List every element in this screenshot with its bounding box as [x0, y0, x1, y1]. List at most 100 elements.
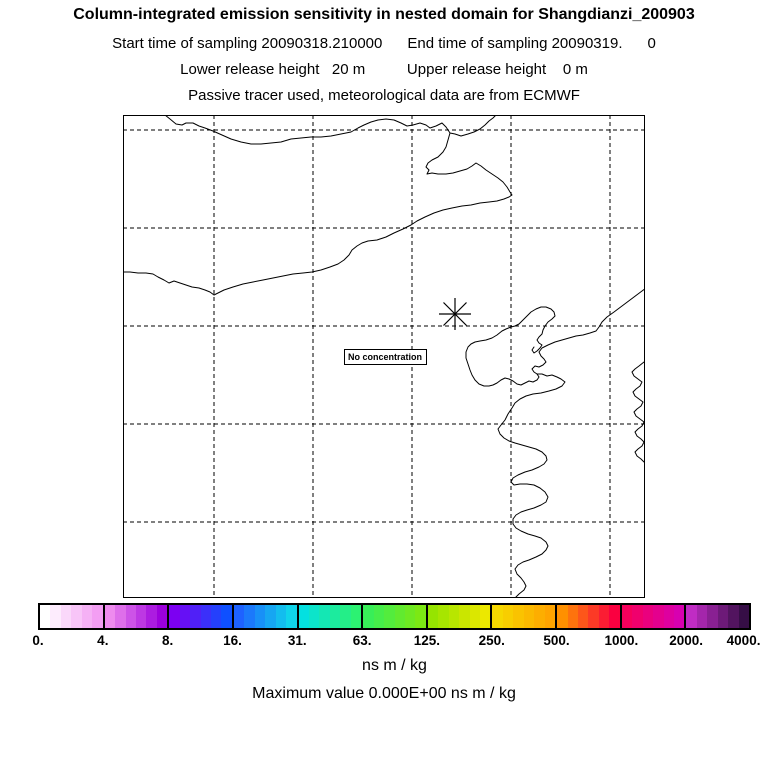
colorbar-segment — [296, 605, 362, 628]
colorbar-tick-label: 250. — [478, 633, 505, 648]
colorbar-tick-labels: 0. 4. 8. 16. 31. 63. 125. 250. 500. 1000. 2000. 400… — [32, 633, 760, 651]
colorbar-cell — [50, 605, 61, 628]
colorbar-cell — [254, 605, 266, 628]
colorbar-cell — [244, 605, 255, 628]
colorbar-cell — [673, 605, 685, 628]
colorbar-cell — [642, 605, 654, 628]
colorbar-cell — [544, 605, 556, 628]
colorbar-cell — [92, 605, 103, 628]
colorbar-cell — [40, 605, 51, 628]
coastline-liaodong-bohai-coast — [123, 132, 513, 296]
colorbar-segment — [40, 605, 103, 628]
colorbar-cell — [265, 605, 276, 628]
coastline-north-border — [164, 115, 497, 145]
station-marker-ray — [443, 302, 467, 326]
colorbar-cell — [567, 605, 578, 628]
colorbar-segment — [425, 605, 491, 628]
colorbar-cell — [696, 605, 708, 628]
colorbar-cell — [480, 605, 491, 628]
colorbar-tick-label: 63. — [352, 633, 372, 648]
colorbar-cell — [329, 605, 341, 628]
colorbar-cell — [190, 605, 201, 628]
colorbar-tick-label: 1000. — [604, 633, 639, 648]
colorbar-cell — [156, 605, 168, 628]
colorbar-cell — [211, 605, 222, 628]
colorbar-tick-label: 4000. — [726, 633, 761, 648]
colorbar-cell — [523, 605, 535, 628]
colorbar-tick-label: 125. — [413, 633, 441, 648]
colorbar-cell — [275, 605, 287, 628]
colorbar-cell — [448, 605, 460, 628]
colorbar-cell — [534, 605, 545, 628]
colorbar-cell — [309, 605, 320, 628]
colorbar-cell — [286, 605, 297, 628]
colorbar-cell — [686, 605, 697, 628]
colorbar-cell — [588, 605, 599, 628]
plot-title: Column-integrated emission sensitivity i… — [73, 6, 695, 23]
colorbar-cell — [221, 605, 232, 628]
tracer-meteo-line: Passive tracer used, meteorological data… — [188, 87, 580, 104]
colorbar-tick-label: 31. — [287, 633, 307, 648]
map-canvas: No concentration — [123, 115, 645, 598]
colorbar-cell — [653, 605, 664, 628]
colorbar-cell — [728, 605, 739, 628]
coastline-shandong-coast — [497, 373, 566, 598]
colorbar-cell — [319, 605, 330, 628]
colorbar-cell — [469, 605, 481, 628]
colorbar-segment — [167, 605, 232, 628]
no-concentration-label: No concentration — [348, 352, 422, 362]
colorbar-cell — [717, 605, 729, 628]
colorbar-cell — [373, 605, 385, 628]
colorbar-cell — [298, 605, 309, 628]
colorbar-cell — [394, 605, 405, 628]
colorbar-cell — [707, 605, 718, 628]
colorbar-tick-label: 16. — [223, 633, 242, 648]
coastline-bohai-strait-coast — [465, 288, 645, 387]
colorbar-segment — [102, 605, 168, 628]
colorbar-cell — [169, 605, 180, 628]
colorbar-cell — [60, 605, 72, 628]
colorbar-cell — [459, 605, 470, 628]
sampling-times-line: Start time of sampling 20090318.210000 E… — [112, 35, 656, 52]
colorbar-tick-label: 4. — [97, 633, 109, 648]
colorbar-segment — [490, 605, 556, 628]
colorbar-segment — [555, 605, 620, 628]
colorbar-segment — [619, 605, 685, 628]
colorbar-cell — [200, 605, 212, 628]
colorbar-cell — [621, 605, 633, 628]
coastline-korea-west-coast — [631, 361, 645, 463]
colorbar-tick-label: 2000. — [669, 633, 704, 648]
colorbar-cell — [71, 605, 82, 628]
colorbar-cell — [609, 605, 620, 628]
colorbar-tick-label: 0. — [32, 633, 44, 648]
colorbar-cell — [557, 605, 568, 628]
colorbar-cell — [415, 605, 426, 628]
colorbar-cell — [179, 605, 191, 628]
colorbar-cell — [125, 605, 136, 628]
colorbar-cell — [513, 605, 524, 628]
colorbar-cell — [404, 605, 416, 628]
colorbar-cell — [502, 605, 514, 628]
colorbar-cell — [146, 605, 157, 628]
colorbar-cell — [578, 605, 589, 628]
colorbar-units-label: ns m / kg — [362, 657, 427, 674]
map-frame — [123, 115, 645, 598]
colorbar-cell — [632, 605, 643, 628]
max-value-label: Maximum value 0.000E+00 ns m / kg — [252, 685, 516, 702]
colorbar-cell — [384, 605, 395, 628]
colorbar-cell — [663, 605, 674, 628]
colorbar-tick-label: 8. — [161, 633, 174, 648]
colorbar-cell — [104, 605, 116, 628]
colorbar-cell — [427, 605, 439, 628]
colorbar-cell — [115, 605, 126, 628]
colorbar-cell — [350, 605, 362, 628]
colorbar-cell — [233, 605, 245, 628]
colorbar-segment — [361, 605, 426, 628]
colorbar-cell — [438, 605, 449, 628]
colorbar-cell — [81, 605, 93, 628]
colorbar-tick-label: 500. — [543, 633, 570, 648]
colorbar-segment — [684, 605, 750, 628]
no-concentration-box — [344, 349, 427, 365]
colorbar-cell — [363, 605, 374, 628]
release-heights-line: Lower release height 20 m Upper release … — [180, 61, 588, 78]
